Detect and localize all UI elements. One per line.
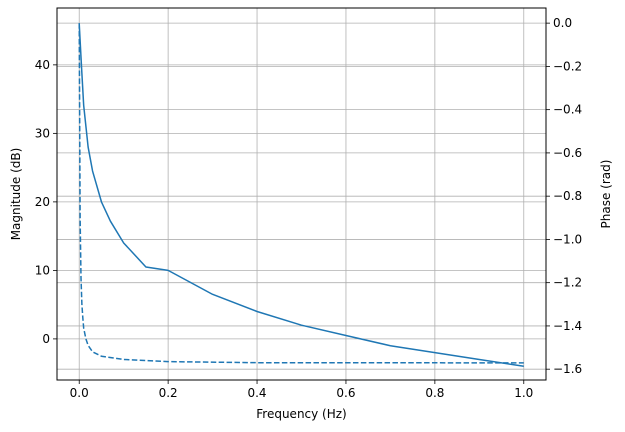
y-left-tick-label: 10	[35, 263, 50, 277]
y-right-tick-label: −0.8	[553, 189, 582, 203]
y-right-tick-label: −1.6	[553, 362, 582, 376]
series-layer	[78, 23, 524, 368]
ticks: 0.0 0.2 0.4 0.6 0.8 1.0 0 10 20 30 40 0.0 −0.2 −0.4 −0…	[35, 16, 582, 400]
x-tick-label: 1.0	[514, 386, 533, 400]
y-right-tick-label: −1.0	[553, 232, 582, 246]
y-left-tick-label: 20	[35, 195, 50, 209]
y-axis-left-label: Magnitude (dB)	[9, 148, 23, 241]
x-tick-label: 0.0	[70, 386, 89, 400]
x-tick-label: 0.2	[159, 386, 178, 400]
y-right-tick-label: −1.2	[553, 276, 582, 290]
y-right-tick-label: −0.2	[553, 59, 582, 73]
y-right-tick-label: −1.4	[553, 319, 582, 333]
x-tick-label: 0.4	[247, 386, 266, 400]
x-tick-label: 0.6	[336, 386, 355, 400]
grid	[57, 8, 546, 380]
y-right-tick-label: −0.4	[553, 103, 582, 117]
plot-frame	[56, 7, 547, 381]
y-left-tick-label: 30	[35, 126, 50, 140]
y-right-tick-label: −0.6	[553, 146, 582, 160]
x-axis-label: Frequency (Hz)	[256, 407, 347, 421]
y-left-tick-label: 0	[42, 332, 50, 346]
x-tick-label: 0.8	[425, 386, 444, 400]
magnitude-series-line	[78, 23, 524, 368]
y-left-tick-label: 40	[35, 58, 50, 72]
y-right-tick-label: 0.0	[553, 16, 572, 30]
y-axis-right-label: Phase (rad)	[599, 160, 613, 229]
phase-series-line	[78, 23, 524, 364]
